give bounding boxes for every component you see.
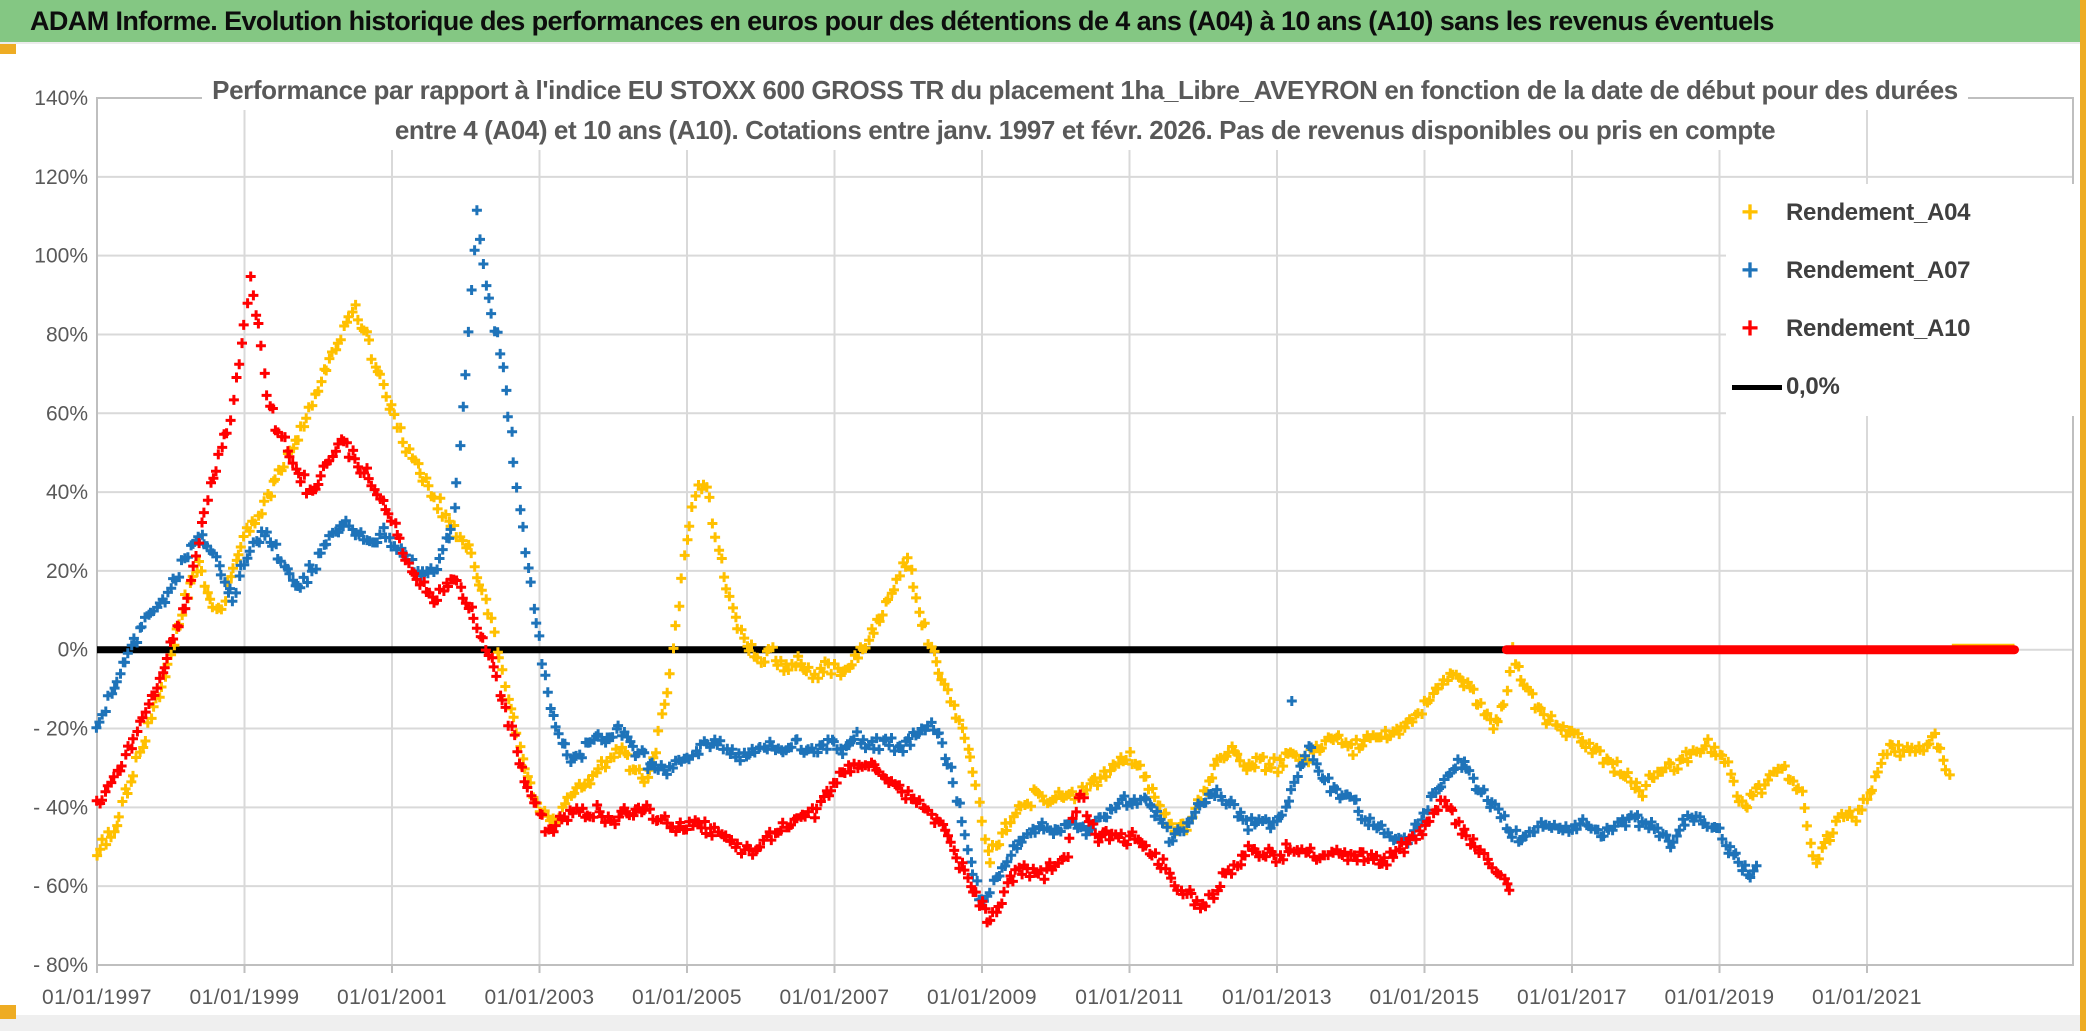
series-points-rendement_a04[interactable] (92, 299, 1955, 869)
chart-legend[interactable]: + Rendement_A04 + Rendement_A07 + Rendement_A… (1726, 184, 2078, 416)
x-axis-label: 01/01/2009 (927, 986, 1037, 1009)
x-axis-label: 01/01/2003 (484, 986, 594, 1009)
chart-title: Performance par rapport à l'indice EU ST… (97, 70, 2073, 150)
y-axis-label: 80% (46, 323, 88, 346)
page-title: ADAM Informe. Evolution historique des p… (30, 6, 1774, 36)
legend-label: Rendement_A04 (1786, 199, 1971, 226)
legend-item-rendement_a07[interactable]: + Rendement_A07 (1726, 242, 2078, 300)
chart-title-line1: Performance par rapport à l'indice EU ST… (202, 70, 1968, 110)
y-axis-label: - 80% (33, 954, 88, 977)
x-axis-label: 01/01/1997 (42, 986, 152, 1009)
plus-marker-icon: + (1741, 254, 1759, 287)
series-points-rendement_a07[interactable] (91, 205, 1762, 907)
y-axis-label: 100% (34, 245, 88, 268)
x-axis-label: 01/01/2015 (1369, 986, 1479, 1009)
x-axis-label: 01/01/2013 (1222, 986, 1332, 1009)
plus-marker-icon: + (1741, 196, 1759, 229)
selection-frame-right (2080, 0, 2086, 1031)
legend-item-zero-line[interactable]: 0,0% (1726, 358, 2078, 416)
y-axis-label: 60% (46, 402, 88, 425)
y-axis-label: - 20% (33, 718, 88, 741)
zero-line-swatch-icon (1732, 384, 1782, 390)
x-axis-label: 01/01/2017 (1517, 986, 1627, 1009)
x-axis-label: 01/01/2011 (1075, 986, 1184, 1009)
legend-label: Rendement_A07 (1786, 257, 1971, 284)
plus-marker-icon: + (1741, 312, 1759, 345)
selection-frame-bottom-left (0, 1005, 16, 1019)
legend-label: 0,0% (1786, 373, 1840, 400)
x-axis-label: 01/01/1999 (189, 986, 299, 1009)
x-axis-label: 01/01/2005 (632, 986, 742, 1009)
y-axis-label: - 40% (33, 796, 88, 819)
title-bar: ADAM Informe. Evolution historique des p… (0, 0, 2086, 44)
series-points-rendement_a10[interactable] (91, 271, 1515, 928)
sheet-bottom-strip (0, 1013, 2080, 1031)
y-axis-label: 40% (46, 481, 88, 504)
legend-item-rendement_a04[interactable]: + Rendement_A04 (1726, 184, 2078, 242)
y-axis-label: 20% (46, 560, 88, 583)
x-axis-label: 01/01/2001 (337, 986, 447, 1009)
y-axis-label: 120% (34, 166, 88, 189)
x-axis-label: 01/01/2019 (1664, 986, 1774, 1009)
y-axis-label: - 60% (33, 875, 88, 898)
chart-title-line2: entre 4 (A04) et 10 ans (A10). Cotations… (384, 110, 1786, 150)
selection-frame-top-left (0, 44, 16, 54)
x-axis-label: 01/01/2021 (1812, 986, 1922, 1009)
y-axis-label: 0% (58, 639, 88, 662)
y-axis-label: 140% (34, 87, 88, 110)
x-axis-label: 01/01/2007 (779, 986, 889, 1009)
legend-label: Rendement_A10 (1786, 315, 1971, 342)
legend-item-rendement_a10[interactable]: + Rendement_A10 (1726, 300, 2078, 358)
